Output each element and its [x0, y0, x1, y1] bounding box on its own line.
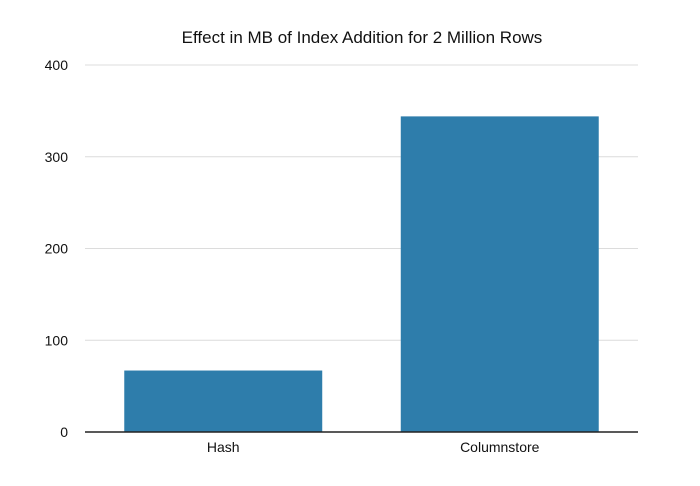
y-tick-label: 300	[45, 149, 69, 165]
y-axis-ticks: 0 100 200 300 400	[45, 57, 69, 440]
x-axis-ticks: Hash Columnstore	[207, 439, 540, 455]
bar-columnstore	[400, 116, 599, 432]
y-tick-label: 200	[45, 241, 69, 257]
chart-title: Effect in MB of Index Addition for 2 Mil…	[182, 28, 543, 47]
y-tick-label: 400	[45, 57, 69, 73]
y-tick-label: 100	[45, 332, 69, 348]
y-tick-label: 0	[60, 424, 68, 440]
bars	[124, 116, 599, 432]
x-tick-label: Columnstore	[460, 439, 540, 455]
bar-hash	[124, 370, 323, 432]
x-tick-label: Hash	[207, 439, 240, 455]
